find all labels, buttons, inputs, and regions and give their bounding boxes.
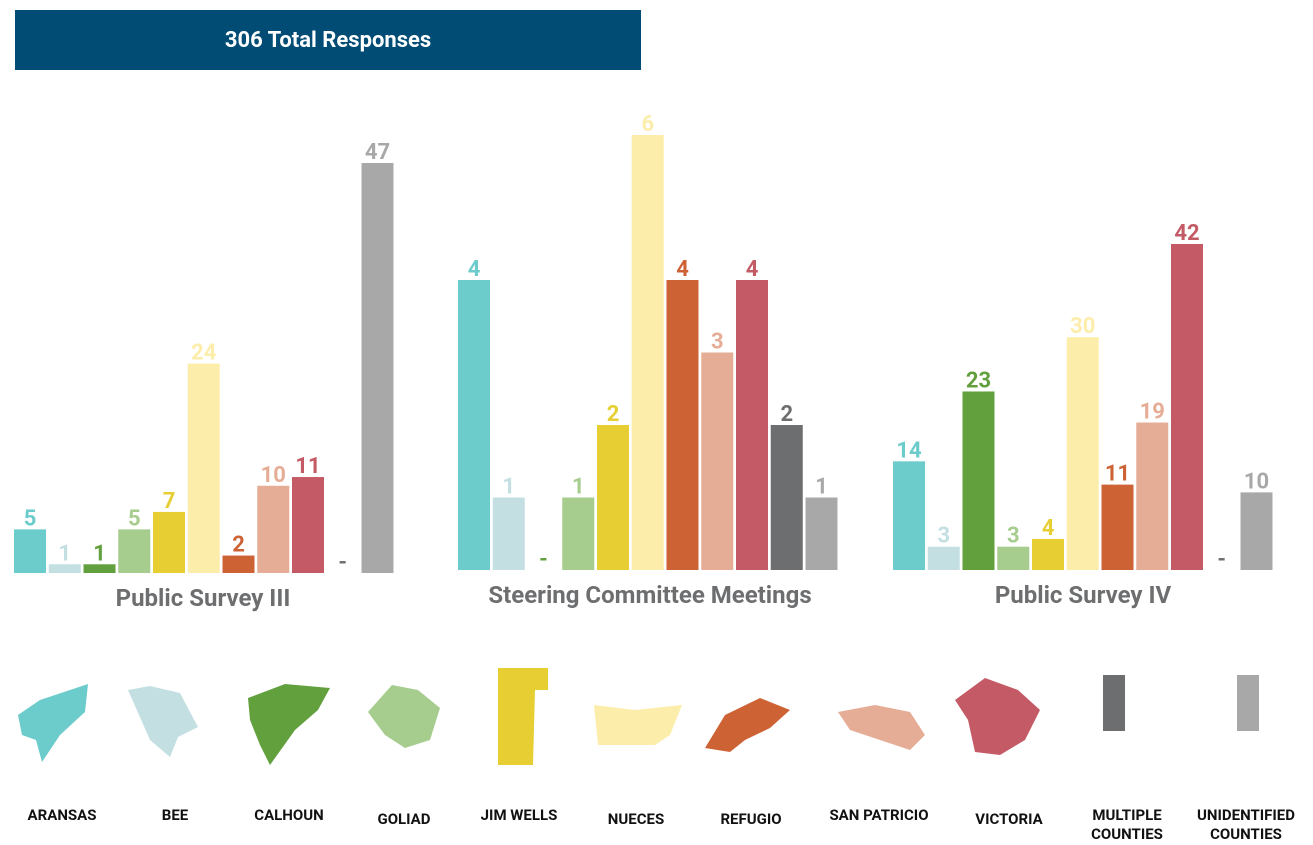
value-label: 4 [1042, 516, 1055, 541]
legend-label: VICTORIA [975, 810, 1043, 828]
value-label: 1 [58, 541, 71, 566]
icon [955, 678, 1040, 755]
bar [361, 163, 394, 573]
legend-label: JIM WELLS [480, 806, 558, 824]
value-label: - [338, 550, 347, 575]
value-label: 14 [896, 438, 922, 463]
value-label: 3 [937, 524, 950, 549]
icon [594, 705, 682, 745]
bar [666, 280, 699, 570]
icon [705, 698, 790, 752]
bar [962, 391, 995, 570]
bar [492, 497, 525, 570]
value-label: 4 [468, 257, 481, 282]
bar [14, 529, 46, 573]
value-label: 2 [780, 402, 793, 427]
value-label: 2 [607, 402, 620, 427]
value-label: 11 [295, 454, 320, 479]
legend-label: MULTIPLE COUNTIES [1091, 806, 1163, 843]
icon [1237, 675, 1259, 731]
legend-label: ARANSAS [27, 806, 97, 824]
header-banner [15, 10, 641, 70]
value-label: 1 [93, 541, 106, 566]
value-label: 5 [128, 506, 141, 531]
icon [128, 686, 198, 757]
value-label: 4 [746, 257, 759, 282]
icon [18, 684, 88, 762]
icon [838, 705, 925, 750]
bar [1066, 337, 1099, 570]
value-label: 10 [1244, 469, 1269, 494]
value-label: 30 [1070, 314, 1095, 339]
bar [631, 135, 664, 570]
chart-title: 306 Total Responses [225, 28, 431, 53]
legend-label: UNIDENTIFIED COUNTIES [1197, 806, 1295, 843]
bar [292, 477, 324, 573]
bar [893, 461, 925, 570]
legend-label: REFUGIO [720, 810, 782, 828]
bar [736, 280, 768, 570]
icon [368, 685, 440, 748]
legend-label: NUECES [607, 810, 665, 828]
value-label: 4 [676, 257, 689, 282]
value-label: 11 [1105, 462, 1130, 487]
legend-label: SAN PATRICIO [829, 806, 929, 824]
value-label: 1 [572, 475, 585, 500]
value-label: 1 [815, 475, 828, 500]
icon [1103, 675, 1125, 731]
bar [597, 425, 629, 570]
bar [458, 280, 490, 570]
value-label: 3 [1007, 524, 1020, 549]
bar [153, 511, 185, 573]
county-icons [18, 668, 1259, 765]
value-label: 3 [711, 330, 724, 355]
bar [83, 564, 116, 573]
bar [701, 352, 734, 570]
value-label: 10 [261, 463, 286, 488]
group-label: Public Survey III [116, 584, 291, 612]
legend-label: GOLIAD [377, 810, 431, 828]
bar [48, 564, 81, 573]
bar [1136, 422, 1169, 570]
bar [1240, 492, 1273, 570]
value-label: 42 [1174, 221, 1199, 246]
bar [927, 546, 960, 570]
value-label: 1 [502, 475, 515, 500]
bar [770, 425, 803, 570]
bar [1101, 484, 1134, 570]
group-label: Public Survey IV [995, 581, 1172, 609]
group-label: Steering Committee Meetings [488, 581, 811, 609]
value-label: 19 [1140, 400, 1165, 425]
icon [248, 684, 330, 765]
value-label: 7 [163, 489, 176, 514]
bar [1171, 244, 1203, 570]
value-label: 24 [191, 341, 217, 366]
bar [257, 485, 290, 573]
value-label: 6 [641, 112, 654, 137]
value-label: 2 [232, 533, 245, 558]
legend-label: BEE [161, 806, 189, 824]
bar [222, 555, 255, 573]
bar [187, 363, 220, 573]
value-label: - [539, 547, 548, 572]
value-label: - [1217, 547, 1226, 572]
bar [562, 497, 595, 570]
legend-label: CALHOUN [254, 806, 324, 824]
value-label: 23 [966, 368, 991, 393]
bar [1032, 538, 1064, 570]
value-label: 47 [365, 140, 390, 165]
value-label: 5 [24, 506, 37, 531]
bar [118, 529, 151, 573]
icon [498, 668, 548, 765]
bar [997, 546, 1030, 570]
bar [805, 497, 838, 570]
